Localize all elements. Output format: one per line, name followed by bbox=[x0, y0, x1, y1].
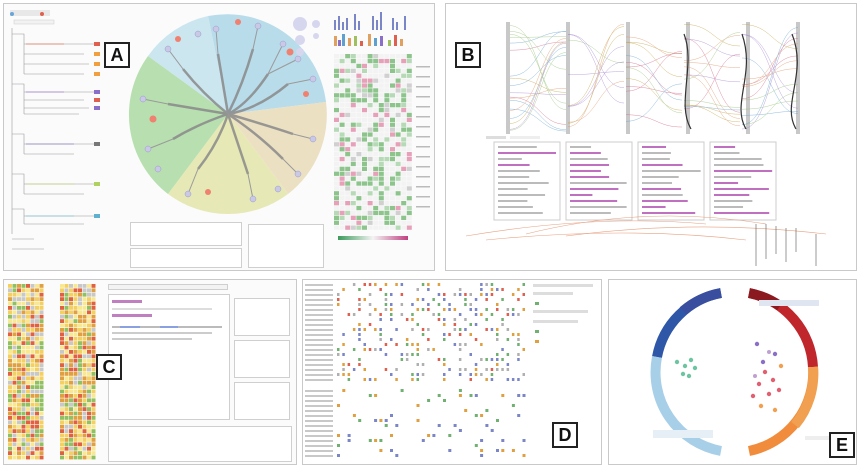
size-legend bbox=[293, 17, 320, 56]
sector-tan bbox=[228, 102, 327, 194]
circular-cluster-view bbox=[650, 288, 845, 456]
panel-a-text-box-3[interactable] bbox=[248, 224, 324, 268]
panel-a-text-box-1[interactable] bbox=[130, 222, 242, 246]
panel-c-side-box-3[interactable] bbox=[234, 382, 290, 420]
panel-e bbox=[608, 279, 857, 465]
ring-segment-lightblue bbox=[650, 356, 723, 456]
sector-green bbox=[128, 56, 228, 194]
panel-c-side-box-2[interactable] bbox=[234, 340, 290, 378]
bar-and-heatmap-view bbox=[334, 12, 430, 240]
panel-c-header-bar bbox=[108, 284, 228, 290]
panel-label-b: B bbox=[455, 42, 481, 68]
panel-a bbox=[3, 3, 435, 271]
panel-label-c: C bbox=[96, 354, 122, 380]
hierarchy-list bbox=[10, 10, 100, 250]
panel-label-d: D bbox=[552, 422, 578, 448]
panel-c-bottom-box[interactable] bbox=[108, 426, 292, 462]
panel-label-e: E bbox=[829, 432, 855, 458]
matrix-timeline-view bbox=[305, 283, 593, 457]
panel-c-side-box-1[interactable] bbox=[234, 298, 290, 336]
panel-c-text-lines bbox=[112, 300, 222, 340]
panel-c bbox=[3, 279, 297, 465]
color-grid-view bbox=[8, 284, 96, 460]
sector-lightblue bbox=[148, 16, 228, 114]
parallel-sets-view bbox=[465, 22, 827, 266]
sector-blue bbox=[208, 14, 326, 114]
panel-a-text-box-2[interactable] bbox=[130, 248, 242, 268]
panel-label-a: A bbox=[104, 42, 130, 68]
sector-yellow bbox=[168, 114, 288, 214]
panel-b bbox=[445, 3, 857, 271]
radial-tree-chart bbox=[128, 14, 327, 214]
